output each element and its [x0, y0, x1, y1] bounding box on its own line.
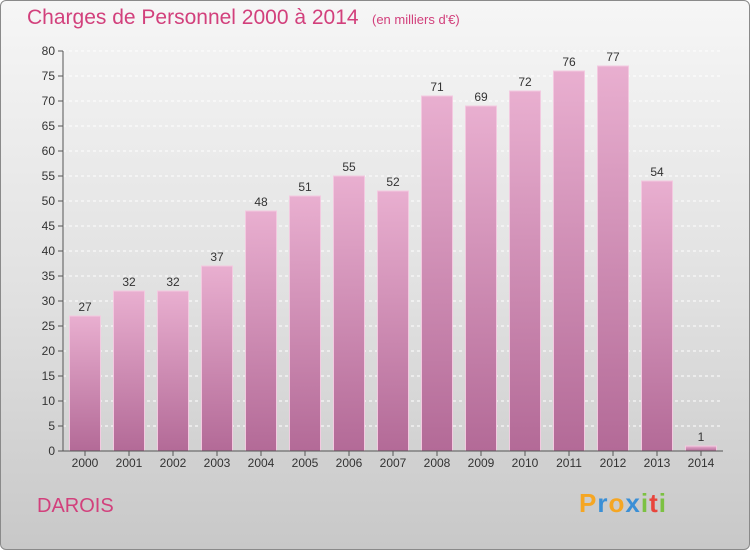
x-tick-label: 2002 [160, 456, 187, 470]
data-label: 37 [210, 250, 224, 264]
y-tick-label: 30 [42, 294, 56, 308]
logo-letter: i [658, 488, 667, 518]
logo-letter: i [640, 488, 650, 518]
y-tick-label: 25 [42, 319, 56, 333]
bar [553, 70, 585, 452]
data-label: 77 [606, 50, 620, 64]
logo-letter: o [608, 488, 626, 518]
logo-letter: r [597, 488, 609, 518]
y-tick-label: 65 [42, 119, 56, 133]
y-tick-label: 60 [42, 144, 56, 158]
y-tick-label: 35 [42, 269, 56, 283]
x-tick-label: 2012 [600, 456, 627, 470]
y-tick-label: 75 [42, 69, 56, 83]
y-tick-label: 40 [42, 244, 56, 258]
data-label: 51 [298, 180, 312, 194]
x-tick-label: 2005 [292, 456, 319, 470]
y-tick-label: 20 [42, 344, 56, 358]
logo-letter: t [649, 488, 659, 518]
x-tick-label: 2010 [512, 456, 539, 470]
logo-letter: P [579, 488, 598, 518]
bar [641, 180, 673, 452]
x-tick-label: 2000 [72, 456, 99, 470]
x-tick-label: 2013 [644, 456, 671, 470]
proxiti-logo: Proxiti [579, 488, 667, 519]
bar [685, 445, 717, 452]
data-label: 72 [518, 75, 532, 89]
data-label: 27 [78, 300, 92, 314]
y-tick-label: 45 [42, 219, 56, 233]
bar [509, 90, 541, 452]
x-tick-label: 2009 [468, 456, 495, 470]
y-tick-label: 50 [42, 194, 56, 208]
x-tick-label: 2006 [336, 456, 363, 470]
bar [377, 190, 409, 452]
y-tick-label: 80 [42, 44, 56, 58]
data-label: 55 [342, 160, 356, 174]
chart-subtitle: (en milliers d'€) [372, 12, 460, 27]
y-tick-label: 15 [42, 369, 56, 383]
x-tick-label: 2001 [116, 456, 143, 470]
bar [157, 290, 189, 452]
bar [245, 210, 277, 452]
commune-name: DAROIS [37, 495, 114, 517]
data-label: 76 [562, 55, 576, 69]
bar [333, 175, 365, 452]
bar [69, 315, 101, 452]
x-tick-label: 2011 [556, 456, 582, 470]
bar [201, 265, 233, 452]
data-label: 71 [430, 80, 444, 94]
data-label: 69 [474, 90, 488, 104]
y-tick-label: 70 [42, 94, 56, 108]
x-tick-label: 2014 [688, 456, 715, 470]
bar [421, 95, 453, 452]
x-tick-label: 2007 [380, 456, 407, 470]
data-label: 54 [650, 165, 664, 179]
x-tick-label: 2003 [204, 456, 231, 470]
bar [113, 290, 145, 452]
bar [289, 195, 321, 452]
data-label: 52 [386, 175, 400, 189]
y-tick-label: 5 [48, 419, 55, 433]
x-tick-label: 2008 [424, 456, 451, 470]
data-label: 1 [698, 430, 705, 444]
data-label: 48 [254, 195, 268, 209]
chart-title: Charges de Personnel 2000 à 2014 [27, 6, 359, 29]
data-label: 32 [166, 275, 180, 289]
bar [465, 105, 497, 452]
data-label: 32 [122, 275, 136, 289]
logo-letter: x [625, 488, 641, 518]
x-tick-label: 2004 [248, 456, 275, 470]
y-tick-label: 55 [42, 169, 56, 183]
y-tick-label: 10 [42, 394, 56, 408]
y-tick-label: 0 [48, 444, 55, 458]
bar [597, 65, 629, 452]
